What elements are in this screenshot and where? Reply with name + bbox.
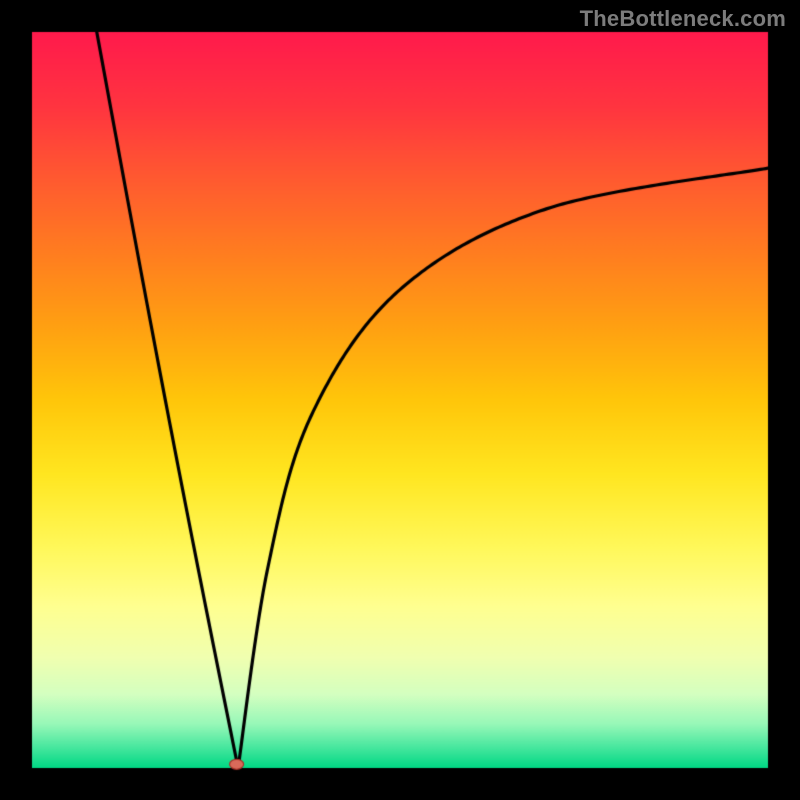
watermark-text: TheBottleneck.com xyxy=(580,6,786,32)
chart-container: TheBottleneck.com xyxy=(0,0,800,800)
bottleneck-chart-canvas xyxy=(0,0,800,800)
